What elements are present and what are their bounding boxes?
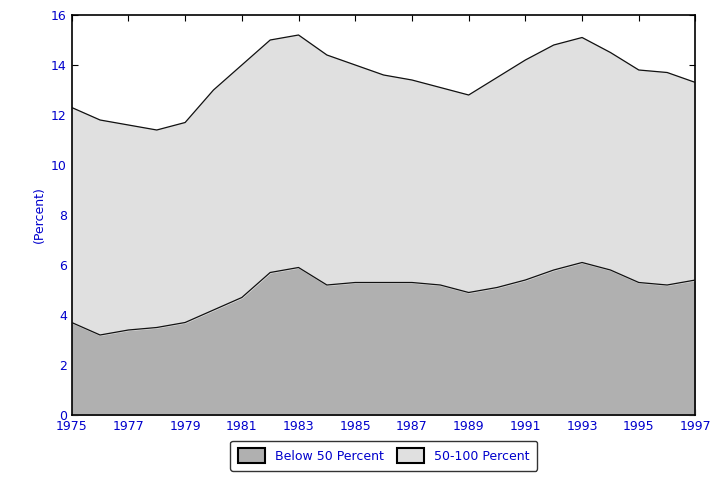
Y-axis label: (Percent): (Percent)	[32, 186, 45, 244]
Legend: Below 50 Percent, 50-100 Percent: Below 50 Percent, 50-100 Percent	[230, 440, 537, 471]
